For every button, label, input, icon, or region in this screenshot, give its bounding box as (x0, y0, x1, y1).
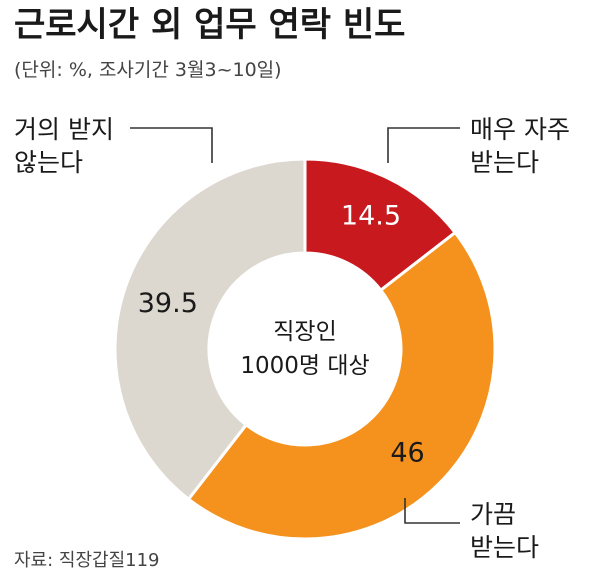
donut-slice (186, 230, 497, 541)
slice-category-label: 받는다 (470, 148, 539, 177)
center-label: 직장인 1000명 대상 (240, 319, 369, 379)
center-label-line: 1000명 대상 (240, 353, 369, 379)
leader-line (130, 127, 213, 163)
leader-lines (130, 127, 460, 524)
slice-category-label: 않는다 (14, 148, 83, 177)
slice-value-label: 39.5 (138, 288, 198, 319)
slice-category-label: 가끔 (470, 500, 516, 529)
donut-slices (113, 157, 497, 541)
chart-title: 근로시간 외 업무 연락 빈도 (14, 5, 405, 45)
slice-value-label: 46 (390, 438, 424, 469)
slice-category-label: 매우 자주 (470, 115, 570, 144)
center-label-line: 직장인 (273, 319, 336, 345)
source-note: 자료: 직장갑질119 (14, 550, 160, 571)
donut-slice (303, 157, 458, 293)
slice-category-label: 받는다 (470, 533, 539, 562)
donut-slice (113, 157, 307, 502)
chart-subtitle: (단위: %, 조사기간 3월3~10일) (14, 59, 282, 81)
slice-category-label: 거의 받지 (14, 115, 114, 144)
leader-line (404, 498, 460, 524)
slice-value-label: 14.5 (341, 200, 401, 231)
leader-line (387, 127, 460, 163)
